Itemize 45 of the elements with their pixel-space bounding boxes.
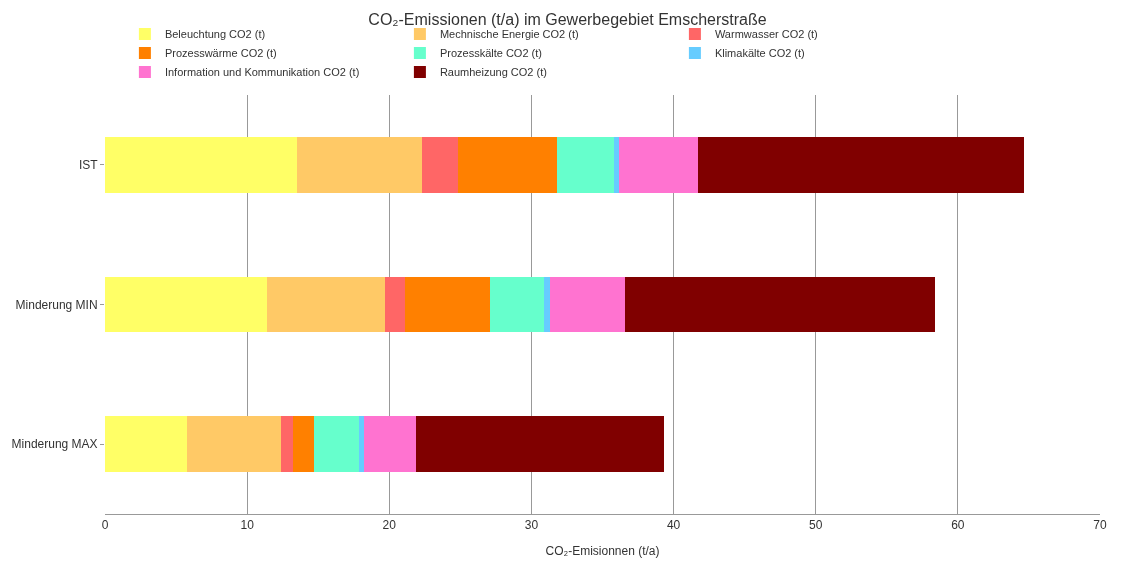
- x-tick-label: 70: [1093, 518, 1107, 533]
- bar: [557, 136, 614, 193]
- bar: [421, 136, 458, 193]
- chart-title: CO₂-Emissionen (t/a) im Gewerbegebiet Emscherstraße: [368, 11, 767, 29]
- x-tick-label: 40: [666, 518, 681, 533]
- bar: [457, 136, 558, 193]
- x-tick-label: 20: [382, 518, 397, 533]
- bar: [618, 136, 699, 193]
- legend-label: Mechnische Energie CO2 (t): [439, 28, 579, 41]
- bar: [625, 276, 936, 333]
- bar: [281, 416, 293, 473]
- bar: [698, 136, 1024, 193]
- legend-label: Information und Kommunikation CO2 (t): [164, 66, 360, 79]
- bar: [267, 276, 386, 333]
- x-axis-title: CO₂-Emisionnen (t/a): [545, 544, 660, 559]
- bar: [105, 136, 297, 193]
- bar: [187, 416, 282, 473]
- bar: [292, 416, 314, 473]
- bar: [385, 276, 405, 333]
- bar: [613, 136, 619, 193]
- legend-label: Prozesskälte CO2 (t): [439, 47, 542, 60]
- x-tick-label: 30: [524, 518, 539, 533]
- bar: [415, 416, 665, 473]
- bar: [105, 416, 188, 473]
- x-tick-label: 10: [240, 518, 255, 533]
- x-tick-label: 50: [809, 518, 823, 533]
- bar: [313, 416, 360, 473]
- bar: [359, 416, 365, 473]
- bar: [364, 416, 416, 473]
- y-tick-label: IST: [78, 158, 99, 173]
- legend-label: Raumheizung CO2 (t): [439, 66, 547, 79]
- x-tick-label: 60: [951, 518, 965, 533]
- bar: [296, 136, 422, 193]
- y-tick-label: Minderung MAX: [11, 437, 98, 452]
- bar: [404, 276, 491, 333]
- legend-label: Warmwasser CO2 (t): [714, 28, 818, 41]
- bar: [490, 276, 545, 333]
- y-tick-label: Minderung MIN: [15, 297, 98, 312]
- bar: [549, 276, 626, 333]
- legend-label: Beleuchtung CO2 (t): [164, 28, 266, 41]
- x-tick-label: 0: [101, 518, 109, 533]
- bar: [105, 276, 268, 333]
- legend-label: Klimakälte CO2 (t): [714, 47, 805, 60]
- bar: [544, 276, 550, 333]
- legend-label: Prozesswärme CO2 (t): [164, 47, 277, 60]
